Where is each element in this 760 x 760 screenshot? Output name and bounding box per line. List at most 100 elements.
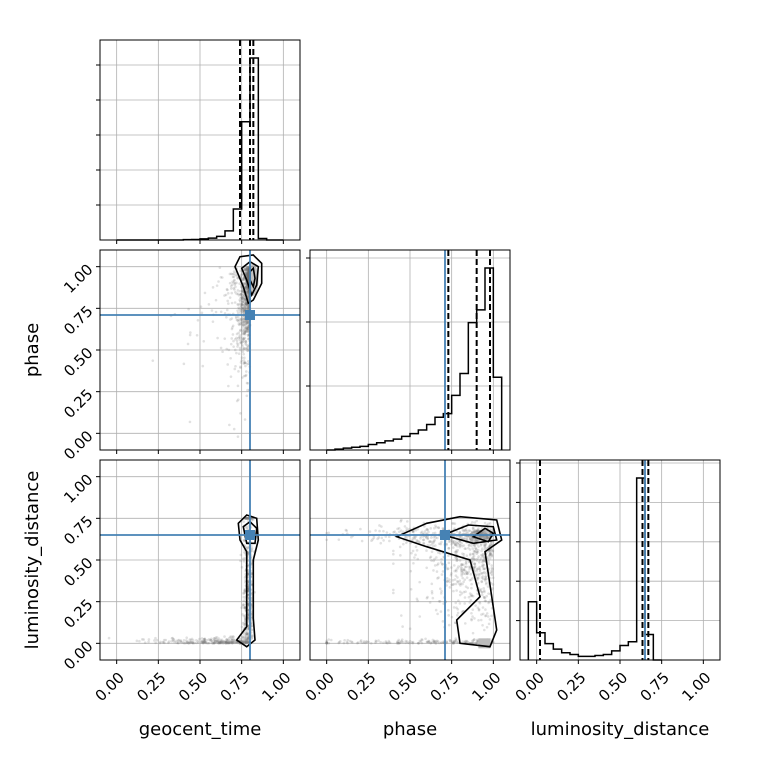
sample-point xyxy=(435,639,439,643)
sample-point xyxy=(246,633,250,636)
sample-point xyxy=(245,320,248,324)
sample-point xyxy=(410,641,414,644)
sample-point xyxy=(476,539,479,542)
sample-point xyxy=(484,599,488,603)
sample-point xyxy=(414,545,418,549)
sample-point xyxy=(242,591,246,595)
sample-point xyxy=(432,544,435,548)
sample-point xyxy=(488,544,491,548)
sample-point xyxy=(432,569,435,572)
sample-point xyxy=(245,517,248,520)
sample-point xyxy=(416,527,420,531)
sample-point xyxy=(221,350,224,354)
sample-point xyxy=(439,561,443,564)
sample-point xyxy=(243,634,247,638)
sample-point xyxy=(453,578,457,581)
sample-point xyxy=(433,538,437,542)
sample-point xyxy=(189,640,193,644)
sample-point xyxy=(480,580,483,583)
sample-point xyxy=(242,276,246,280)
sample-point xyxy=(221,640,224,643)
sample-point xyxy=(342,641,346,645)
sample-point xyxy=(410,551,413,555)
sample-point xyxy=(463,547,467,550)
sample-point xyxy=(427,639,430,643)
sample-point xyxy=(246,327,250,331)
sample-point xyxy=(490,573,494,577)
sample-point xyxy=(225,638,228,641)
sample-point xyxy=(239,293,242,296)
sample-point xyxy=(414,528,418,532)
sample-point xyxy=(476,528,480,532)
truth-marker xyxy=(245,310,255,320)
sample-point xyxy=(241,278,244,282)
sample-point xyxy=(241,613,244,616)
sample-point xyxy=(231,275,235,279)
sample-point xyxy=(227,384,230,388)
sample-point xyxy=(239,341,242,345)
sample-point xyxy=(244,285,248,289)
sample-point xyxy=(456,558,459,562)
sample-point xyxy=(431,596,435,600)
sample-point xyxy=(240,640,244,643)
sample-point xyxy=(240,297,244,300)
sample-point xyxy=(245,517,248,520)
sample-point xyxy=(241,296,244,300)
sample-point xyxy=(452,582,456,586)
sample-point xyxy=(480,531,484,535)
sample-point xyxy=(243,557,247,560)
sample-point xyxy=(246,517,250,520)
sample-point xyxy=(245,307,248,311)
sample-point xyxy=(397,640,400,643)
sample-point xyxy=(245,268,249,271)
sample-point xyxy=(246,337,250,341)
sample-point xyxy=(406,641,410,645)
sample-point xyxy=(245,273,249,276)
sample-point xyxy=(325,639,328,643)
sample-point xyxy=(376,537,379,541)
sample-point xyxy=(243,614,247,617)
sample-point xyxy=(195,638,198,642)
sample-point xyxy=(483,579,487,582)
sample-point xyxy=(465,554,469,558)
sample-point xyxy=(203,291,207,295)
sample-point xyxy=(359,527,362,531)
sample-point xyxy=(245,288,249,292)
sample-point xyxy=(325,641,328,645)
sample-point xyxy=(471,537,474,541)
sample-point xyxy=(204,641,207,644)
sample-point xyxy=(241,339,245,342)
sample-point xyxy=(481,555,485,558)
sample-point xyxy=(474,547,478,551)
sample-point xyxy=(246,546,250,549)
sample-point xyxy=(245,632,248,636)
sample-point xyxy=(220,638,224,642)
sample-point xyxy=(227,641,231,645)
sample-point xyxy=(243,278,246,282)
sample-point xyxy=(433,639,436,643)
sample-point xyxy=(246,268,250,272)
sample-point xyxy=(245,302,249,306)
sample-point xyxy=(172,637,176,641)
sample-point xyxy=(453,569,457,573)
sample-point xyxy=(243,551,246,554)
sample-point xyxy=(245,526,249,530)
sample-point xyxy=(356,641,360,644)
sample-point xyxy=(200,311,204,315)
sample-point xyxy=(235,339,239,343)
sample-point xyxy=(379,640,382,644)
sample-point xyxy=(246,321,249,325)
sample-point xyxy=(240,341,243,345)
sample-point xyxy=(223,294,226,297)
sample-point xyxy=(416,641,420,645)
sample-point xyxy=(191,641,195,644)
sample-point xyxy=(244,517,248,520)
sample-point xyxy=(234,273,237,277)
sample-point xyxy=(244,304,247,308)
sample-point xyxy=(462,563,465,567)
sample-point xyxy=(470,618,473,622)
sample-point xyxy=(244,282,248,285)
sample-point xyxy=(244,361,247,365)
sample-point xyxy=(395,641,399,645)
sample-point xyxy=(195,641,198,645)
